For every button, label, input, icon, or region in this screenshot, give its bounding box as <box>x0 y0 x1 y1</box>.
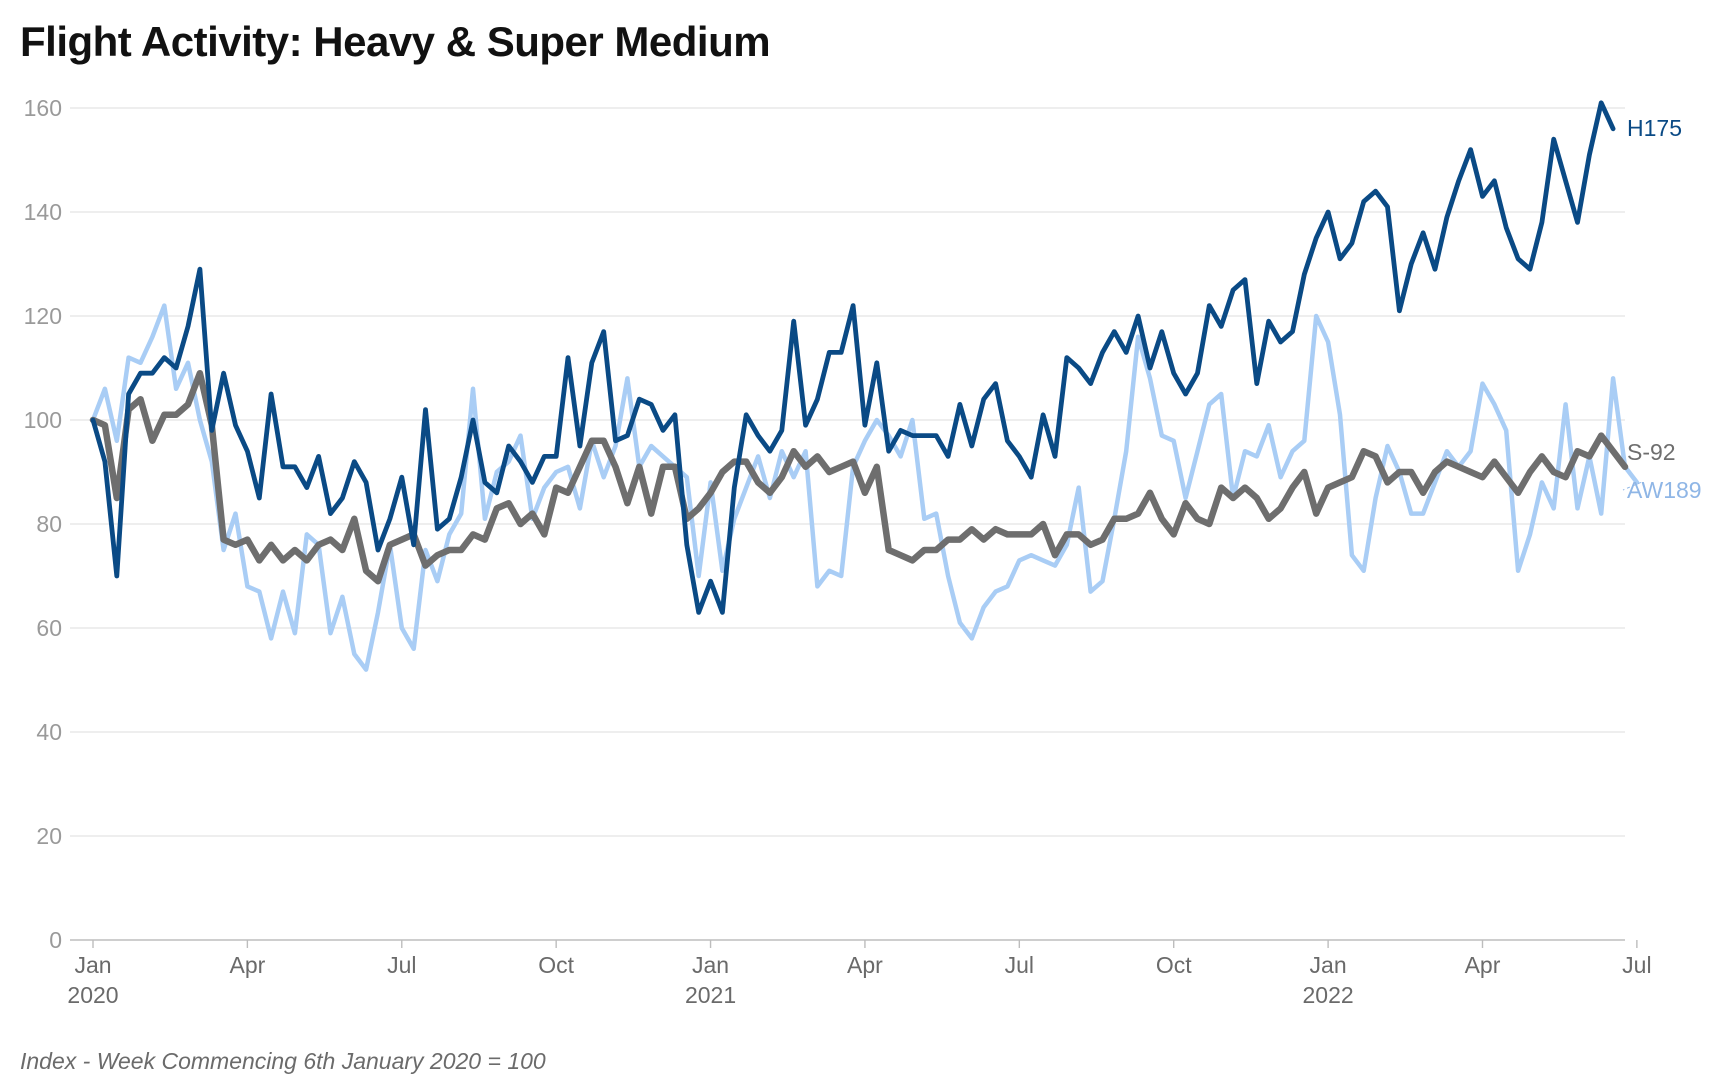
x-tick-year-label: 2020 <box>67 982 118 1008</box>
x-tick-label: Jan <box>1310 952 1347 978</box>
series-line-s-92 <box>89 369 1629 585</box>
series-lines <box>89 100 1640 672</box>
x-axis: Jan 2020 Apr Jul Oct Jan 2021 Apr Jul Oct Jan 2022 A… <box>67 940 1652 1008</box>
series-line-aw189 <box>90 303 1640 672</box>
x-tick-label: Jul <box>387 952 416 978</box>
chart-footnote: Index - Week Commencing 6th January 2020… <box>20 1048 546 1074</box>
chart-title: Flight Activity: Heavy & Super Medium <box>20 18 771 65</box>
x-tick-label: Apr <box>1465 952 1501 978</box>
y-tick-label: 140 <box>24 199 62 225</box>
x-tick-label: Oct <box>1156 952 1192 978</box>
x-tick-year-label: 2021 <box>685 982 736 1008</box>
y-tick-label: 80 <box>36 511 62 537</box>
x-tick-label: Jul <box>1622 952 1651 978</box>
y-tick-label: 20 <box>36 823 62 849</box>
series-line-h175 <box>90 100 1616 615</box>
y-tick-label: 40 <box>36 719 62 745</box>
x-tick-label: Jan <box>692 952 729 978</box>
x-tick-label: Apr <box>847 952 883 978</box>
y-tick-label: 0 <box>49 927 62 953</box>
x-tick-label: Apr <box>229 952 265 978</box>
series-labels: AW189 S-92 H175 <box>1622 115 1702 503</box>
x-tick-label: Jan <box>74 952 111 978</box>
series-label-s-92: S-92 <box>1627 439 1676 465</box>
y-tick-label: 120 <box>24 303 62 329</box>
series-label-h175: H175 <box>1627 115 1682 141</box>
y-axis: 0 20 40 60 80 100 120 140 160 <box>24 95 62 953</box>
y-tick-label: 100 <box>24 407 62 433</box>
y-tick-label: 60 <box>36 615 62 641</box>
y-tick-label: 160 <box>24 95 62 121</box>
series-label-aw189: AW189 <box>1627 477 1702 503</box>
x-tick-label: Oct <box>538 952 574 978</box>
x-tick-label: Jul <box>1005 952 1034 978</box>
x-tick-year-label: 2022 <box>1303 982 1354 1008</box>
